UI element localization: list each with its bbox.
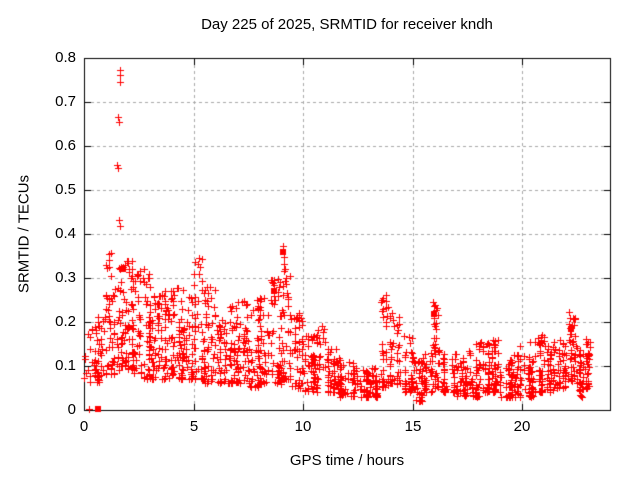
y-tick-label-0.8: 0.8 (55, 49, 76, 66)
x-tick-label-10: 10 (294, 418, 312, 435)
chart-title: Day 225 of 2025, SRMTID for receiver knd… (201, 16, 493, 33)
y-tick-label-0.7: 0.7 (55, 93, 76, 110)
y-tick-label-0.1: 0.1 (55, 357, 76, 374)
x-tick-label-0: 0 (79, 418, 89, 435)
y-tick-label-0: 0 (67, 401, 76, 418)
x-tick-label-15: 15 (404, 418, 422, 435)
y-tick-label-0.3: 0.3 (55, 269, 76, 286)
x-tick-label-5: 5 (189, 418, 199, 435)
y-tick-label-0.2: 0.2 (55, 313, 76, 330)
x-tick-label-20: 20 (513, 418, 531, 435)
y-tick-label-0.4: 0.4 (55, 225, 76, 242)
x-axis-label: GPS time / hours (289, 452, 405, 469)
y-tick-label-0.6: 0.6 (55, 137, 76, 154)
y-tick-label-0.5: 0.5 (55, 181, 76, 198)
